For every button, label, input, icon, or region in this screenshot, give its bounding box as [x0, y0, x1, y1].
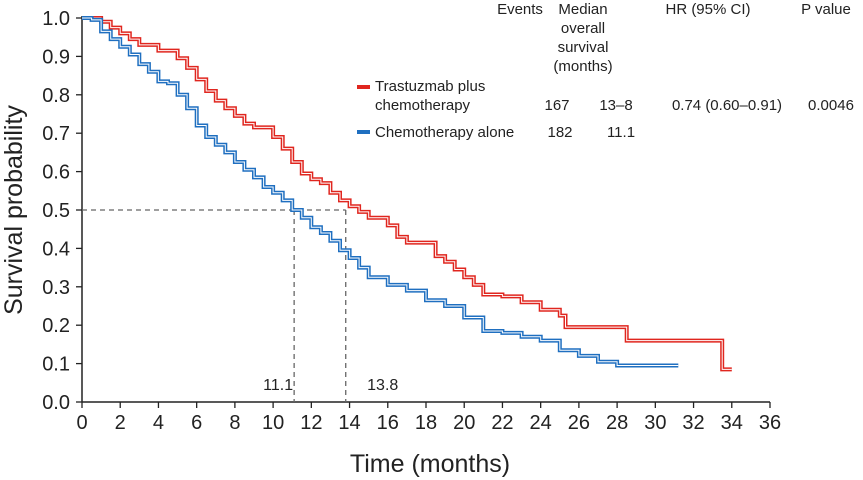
header-median-3: survival	[558, 39, 609, 56]
header-hr: HR (95% CI)	[665, 1, 750, 18]
x-tick-label: 22	[491, 412, 513, 434]
y-tick-label: 1.0	[42, 8, 70, 30]
x-axis-label: Time (months)	[350, 450, 510, 478]
row-median-chemotherapy: 11.1	[607, 124, 635, 141]
legend-table: Events Median overall survival (months) …	[357, 1, 854, 141]
row-events-chemotherapy: 182	[547, 124, 572, 141]
y-tick-label: 0.0	[42, 392, 70, 414]
median-label: 13.8	[367, 377, 398, 394]
x-tick-label: 6	[191, 412, 202, 434]
x-tick-label: 28	[606, 412, 628, 434]
x-tick-label: 14	[338, 412, 360, 434]
row-pvalue-trastuzumab: 0.0046	[808, 97, 854, 114]
legend-swatch-chemotherapy	[357, 130, 370, 134]
x-tick-label: 4	[153, 412, 164, 434]
header-pvalue: P value	[801, 1, 851, 18]
survival-curve-chemotherapy-highlight	[82, 17, 679, 366]
header-median-1: Median	[558, 1, 607, 18]
x-tick-label: 32	[682, 412, 704, 434]
y-tick-label: 0.6	[42, 162, 70, 184]
legend-label-trastuzumab-2: chemotherapy	[375, 97, 471, 114]
x-tick-label: 12	[300, 412, 322, 434]
row-events-trastuzumab: 167	[544, 97, 569, 114]
row-median-trastuzumab: 13–8	[599, 97, 632, 114]
header-events: Events	[497, 1, 543, 18]
header-median-2: overall	[561, 20, 605, 37]
x-tick-label: 18	[415, 412, 437, 434]
x-tick-label: 26	[568, 412, 590, 434]
median-reference-lines: 11.1 13.8	[82, 209, 398, 402]
survival-curve-trastuzumab	[82, 16, 732, 372]
y-tick-label: 0.8	[42, 85, 70, 107]
y-tick-label: 0.3	[42, 277, 70, 299]
x-tick-label: 0	[76, 412, 87, 434]
y-tick-label: 0.4	[42, 238, 70, 260]
axes: 0 2 4 6 8 10 12 14 16 18 20 22 24 26 28 30 32 34 360.00.10…	[42, 8, 781, 434]
x-tick-label: 2	[115, 412, 126, 434]
legend-label-trastuzumab-1: Trastuzmab plus	[375, 78, 485, 95]
survival-curve-trastuzumab-highlight	[82, 17, 732, 370]
x-tick-label: 20	[453, 412, 475, 434]
row-hr-trastuzumab: 0.74 (0.60–0.91)	[672, 97, 782, 114]
legend-swatch-trastuzumab	[357, 85, 370, 89]
legend-label-chemotherapy: Chemotherapy alone	[375, 124, 514, 141]
x-tick-label: 10	[262, 412, 284, 434]
x-tick-label: 30	[644, 412, 666, 434]
y-tick-label: 0.7	[42, 123, 70, 145]
x-tick-label: 34	[721, 412, 743, 434]
x-tick-label: 24	[530, 412, 552, 434]
header-median-4: (months)	[553, 58, 612, 75]
y-tick-label: 0.5	[42, 200, 70, 222]
x-tick-label: 8	[229, 412, 240, 434]
y-tick-label: 0.9	[42, 46, 70, 68]
y-tick-label: 0.2	[42, 315, 70, 337]
median-label: 11.1	[263, 377, 293, 394]
x-tick-label: 36	[759, 412, 781, 434]
y-axis-label: Survival probability	[0, 105, 28, 315]
y-tick-label: 0.1	[42, 354, 70, 376]
x-tick-label: 16	[377, 412, 399, 434]
series-group	[82, 16, 732, 372]
